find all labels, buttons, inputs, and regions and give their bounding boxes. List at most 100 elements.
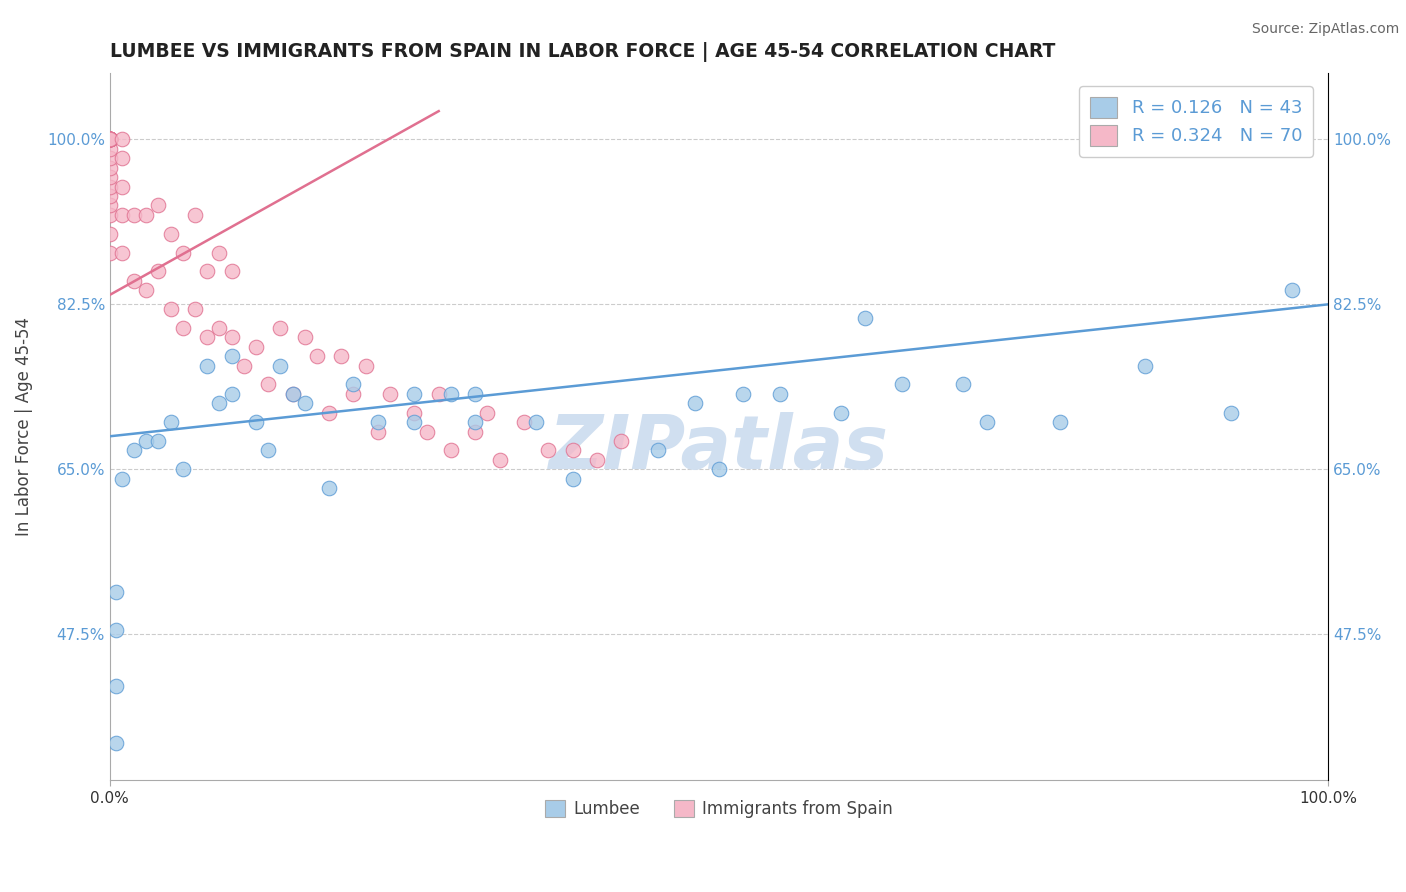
Point — [135, 208, 157, 222]
Legend: Lumbee, Immigrants from Spain: Lumbee, Immigrants from Spain — [538, 794, 900, 825]
Point — [415, 425, 437, 439]
Point — [464, 425, 486, 439]
Point — [1281, 283, 1303, 297]
Point — [683, 396, 706, 410]
Point — [98, 132, 121, 146]
Point — [98, 132, 121, 146]
Point — [294, 330, 316, 344]
Point — [1049, 415, 1071, 429]
Point — [561, 472, 583, 486]
Point — [537, 443, 560, 458]
Point — [257, 377, 280, 392]
Point — [111, 472, 134, 486]
Point — [524, 415, 547, 429]
Point — [104, 584, 127, 599]
Point — [221, 387, 243, 401]
Point — [104, 736, 127, 750]
Point — [586, 453, 609, 467]
Point — [122, 443, 145, 458]
Point — [98, 151, 121, 165]
Point — [330, 349, 353, 363]
Point — [184, 208, 207, 222]
Point — [269, 321, 291, 335]
Point — [159, 227, 181, 241]
Point — [464, 387, 486, 401]
Point — [208, 321, 231, 335]
Point — [184, 301, 207, 316]
Point — [148, 198, 170, 212]
Point — [245, 415, 267, 429]
Point — [221, 264, 243, 278]
Point — [257, 443, 280, 458]
Point — [98, 208, 121, 222]
Point — [1135, 359, 1157, 373]
Point — [318, 406, 340, 420]
Point — [707, 462, 730, 476]
Point — [98, 227, 121, 241]
Point — [172, 462, 194, 476]
Point — [98, 132, 121, 146]
Point — [281, 387, 304, 401]
Point — [122, 274, 145, 288]
Point — [647, 443, 669, 458]
Point — [561, 443, 583, 458]
Y-axis label: In Labor Force | Age 45-54: In Labor Force | Age 45-54 — [15, 318, 32, 536]
Point — [98, 132, 121, 146]
Point — [98, 170, 121, 185]
Point — [769, 387, 792, 401]
Point — [281, 387, 304, 401]
Point — [104, 679, 127, 693]
Point — [98, 132, 121, 146]
Point — [830, 406, 852, 420]
Text: Source: ZipAtlas.com: Source: ZipAtlas.com — [1251, 22, 1399, 37]
Point — [733, 387, 755, 401]
Point — [148, 434, 170, 448]
Point — [440, 387, 463, 401]
Point — [135, 283, 157, 297]
Point — [159, 301, 181, 316]
Point — [427, 387, 450, 401]
Point — [1219, 406, 1241, 420]
Point — [488, 453, 510, 467]
Point — [318, 481, 340, 495]
Point — [122, 208, 145, 222]
Point — [367, 425, 389, 439]
Point — [952, 377, 974, 392]
Point — [464, 415, 486, 429]
Point — [172, 321, 194, 335]
Point — [98, 132, 121, 146]
Point — [404, 406, 426, 420]
Point — [98, 245, 121, 260]
Point — [159, 415, 181, 429]
Point — [342, 377, 364, 392]
Point — [98, 142, 121, 156]
Point — [111, 179, 134, 194]
Point — [111, 245, 134, 260]
Point — [104, 623, 127, 637]
Point — [853, 311, 876, 326]
Point — [111, 132, 134, 146]
Point — [195, 359, 218, 373]
Point — [208, 245, 231, 260]
Point — [354, 359, 377, 373]
Point — [195, 264, 218, 278]
Point — [111, 208, 134, 222]
Point — [305, 349, 328, 363]
Point — [477, 406, 499, 420]
Point — [98, 179, 121, 194]
Point — [221, 330, 243, 344]
Point — [890, 377, 912, 392]
Point — [98, 132, 121, 146]
Point — [98, 198, 121, 212]
Point — [342, 387, 364, 401]
Point — [98, 132, 121, 146]
Text: LUMBEE VS IMMIGRANTS FROM SPAIN IN LABOR FORCE | AGE 45-54 CORRELATION CHART: LUMBEE VS IMMIGRANTS FROM SPAIN IN LABOR… — [110, 42, 1054, 62]
Point — [98, 161, 121, 175]
Point — [269, 359, 291, 373]
Point — [378, 387, 401, 401]
Point — [98, 132, 121, 146]
Point — [221, 349, 243, 363]
Point — [172, 245, 194, 260]
Point — [294, 396, 316, 410]
Point — [98, 132, 121, 146]
